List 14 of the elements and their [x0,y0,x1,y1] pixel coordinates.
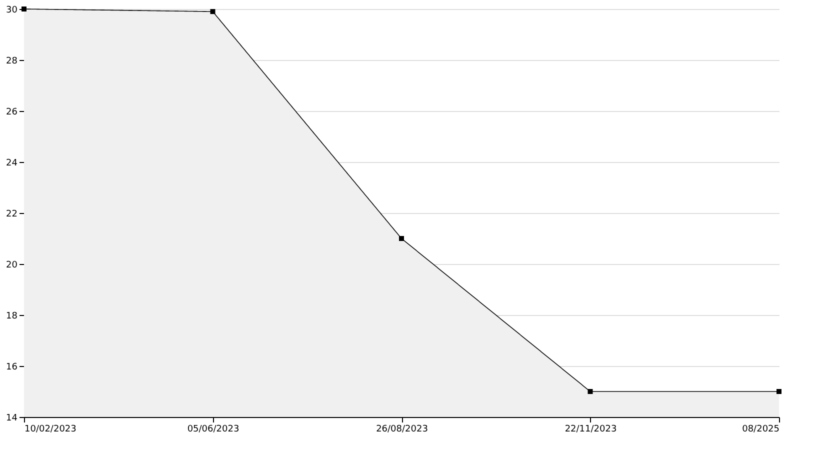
y-tick-label: 20 [6,260,18,270]
y-tick-label: 22 [6,210,18,220]
y-tick-label: 30 [6,6,18,16]
y-tick-label: 26 [6,108,18,118]
y-tick-label: 24 [6,158,18,168]
x-tick-label: 08/2025 [742,424,780,434]
y-tick-label: 18 [6,312,18,322]
x-tick-label: 22/11/2023 [564,424,617,434]
x-tick-label: 05/06/2023 [187,424,240,434]
y-tick-label: 14 [6,414,18,424]
y-tick-label: 28 [6,56,18,66]
x-tick-label: 26/08/2023 [376,424,428,434]
y-tick-label: 16 [6,362,18,372]
x-tick-label: 10/02/2023 [24,424,76,434]
